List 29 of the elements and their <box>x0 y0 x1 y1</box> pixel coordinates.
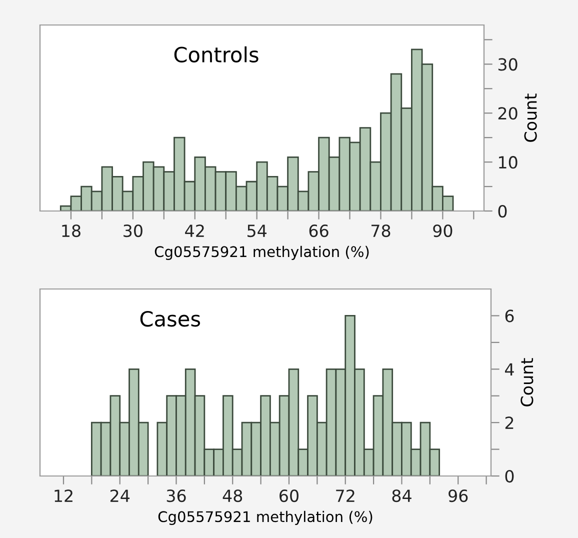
y-tick-label: 20 <box>498 107 518 120</box>
x-tick-label: 90 <box>433 224 452 238</box>
x-tick-label: 24 <box>110 489 130 502</box>
text: Controls <box>174 46 258 62</box>
x-axis-title: Cg05575921 methylation (%) <box>158 510 372 525</box>
y-tick-label: 30 <box>498 58 518 71</box>
x-axis-title: Cg05575921 methylation (%) <box>154 246 369 260</box>
y-tick-label: 2 <box>505 416 514 429</box>
x-tick-label: 78 <box>372 224 390 238</box>
x-tick-label: 42 <box>185 224 204 237</box>
x-tick-label: 66 <box>309 224 328 238</box>
x-tick-label: 84 <box>392 489 412 502</box>
y-axis-title: Count <box>524 94 537 142</box>
y-tick-label: 6 <box>505 310 514 322</box>
x-tick-label: 48 <box>222 489 242 502</box>
x-tick-label: 12 <box>54 489 72 502</box>
x-tick-label: 60 <box>280 489 298 502</box>
text: Cases <box>140 310 200 327</box>
x-tick-label: 54 <box>248 224 267 238</box>
y-tick-label: 0 <box>505 470 514 483</box>
y-tick-label: 4 <box>505 363 514 376</box>
x-tick-label: 96 <box>448 489 468 502</box>
y-tick-label: 0 <box>498 204 507 218</box>
x-tick-label: 30 <box>124 224 142 238</box>
x-tick-label: 72 <box>336 489 354 502</box>
x-tick-label: 18 <box>62 224 80 238</box>
x-tick-label: 36 <box>166 489 186 502</box>
y-tick-label: 10 <box>499 156 518 169</box>
y-axis-title: Count <box>520 358 534 406</box>
